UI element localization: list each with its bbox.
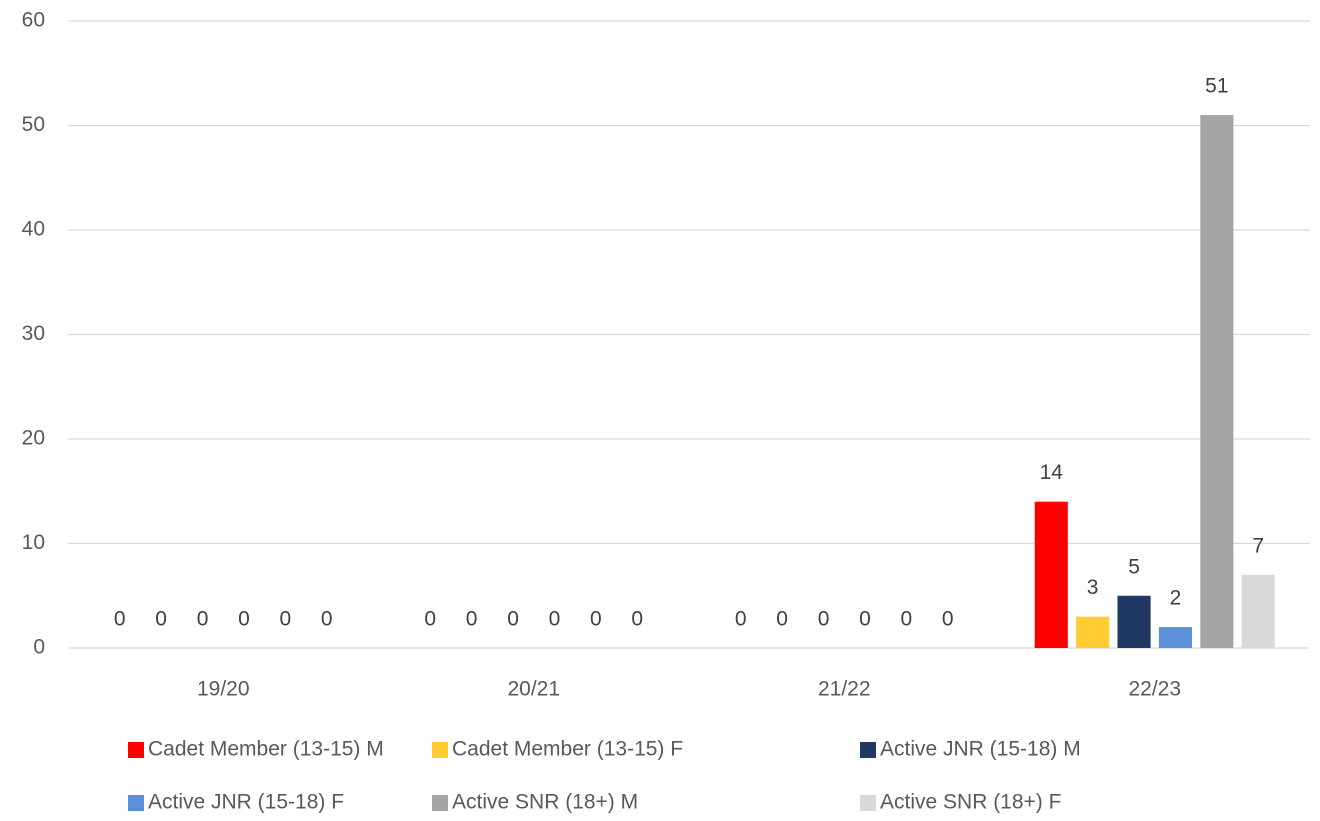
y-tick-label: 0 (33, 636, 45, 659)
x-tick-label: 22/23 (1128, 678, 1181, 701)
legend-swatch (432, 742, 448, 758)
x-tick-label: 21/22 (818, 678, 871, 701)
legend-label: Active JNR (15-18) M (880, 738, 1081, 761)
y-tick-label: 20 (22, 427, 45, 450)
bar (1076, 616, 1110, 648)
legend-label: Cadet Member (13-15) F (452, 738, 683, 761)
y-tick-label: 30 (22, 322, 45, 345)
data-label: 0 (590, 608, 602, 631)
x-tick-label: 19/20 (197, 678, 250, 701)
data-label: 2 (1170, 587, 1182, 610)
legend-swatch (860, 742, 876, 758)
x-tick-label: 20/21 (507, 678, 560, 701)
data-label: 0 (818, 608, 830, 631)
bar (1034, 501, 1068, 648)
legend-label: Active SNR (18+) F (880, 791, 1061, 814)
bar (1200, 115, 1234, 649)
data-label: 0 (859, 608, 871, 631)
data-label: 0 (197, 608, 209, 631)
data-label: 51 (1205, 75, 1228, 98)
bar (1241, 574, 1275, 648)
y-tick-label: 40 (22, 218, 45, 241)
data-label: 0 (507, 608, 519, 631)
data-label: 7 (1252, 534, 1264, 557)
legend-label: Active JNR (15-18) F (148, 791, 344, 814)
data-label: 0 (901, 608, 913, 631)
data-label: 0 (776, 608, 788, 631)
data-label: 3 (1087, 576, 1099, 599)
data-label: 0 (466, 608, 478, 631)
y-tick-label: 50 (22, 113, 45, 136)
data-label: 0 (280, 608, 292, 631)
data-label: 0 (321, 608, 333, 631)
legend-swatch (432, 795, 448, 811)
data-label: 0 (114, 608, 126, 631)
data-label: 0 (942, 608, 954, 631)
legend-swatch (128, 795, 144, 811)
legend-swatch (128, 742, 144, 758)
bar (1158, 627, 1193, 648)
legend-swatch (860, 795, 876, 811)
data-label: 0 (424, 608, 436, 631)
y-tick-label: 10 (22, 531, 45, 554)
data-label: 0 (631, 608, 643, 631)
data-label: 0 (238, 608, 250, 631)
legend-label: Active SNR (18+) M (452, 791, 638, 814)
data-label: 5 (1128, 555, 1140, 578)
data-label: 0 (155, 608, 167, 631)
bar (1117, 595, 1151, 648)
data-label: 0 (735, 608, 747, 631)
legend-label: Cadet Member (13-15) M (148, 738, 384, 761)
data-label: 14 (1040, 461, 1064, 484)
data-label: 0 (549, 608, 561, 631)
y-tick-label: 60 (22, 9, 45, 32)
